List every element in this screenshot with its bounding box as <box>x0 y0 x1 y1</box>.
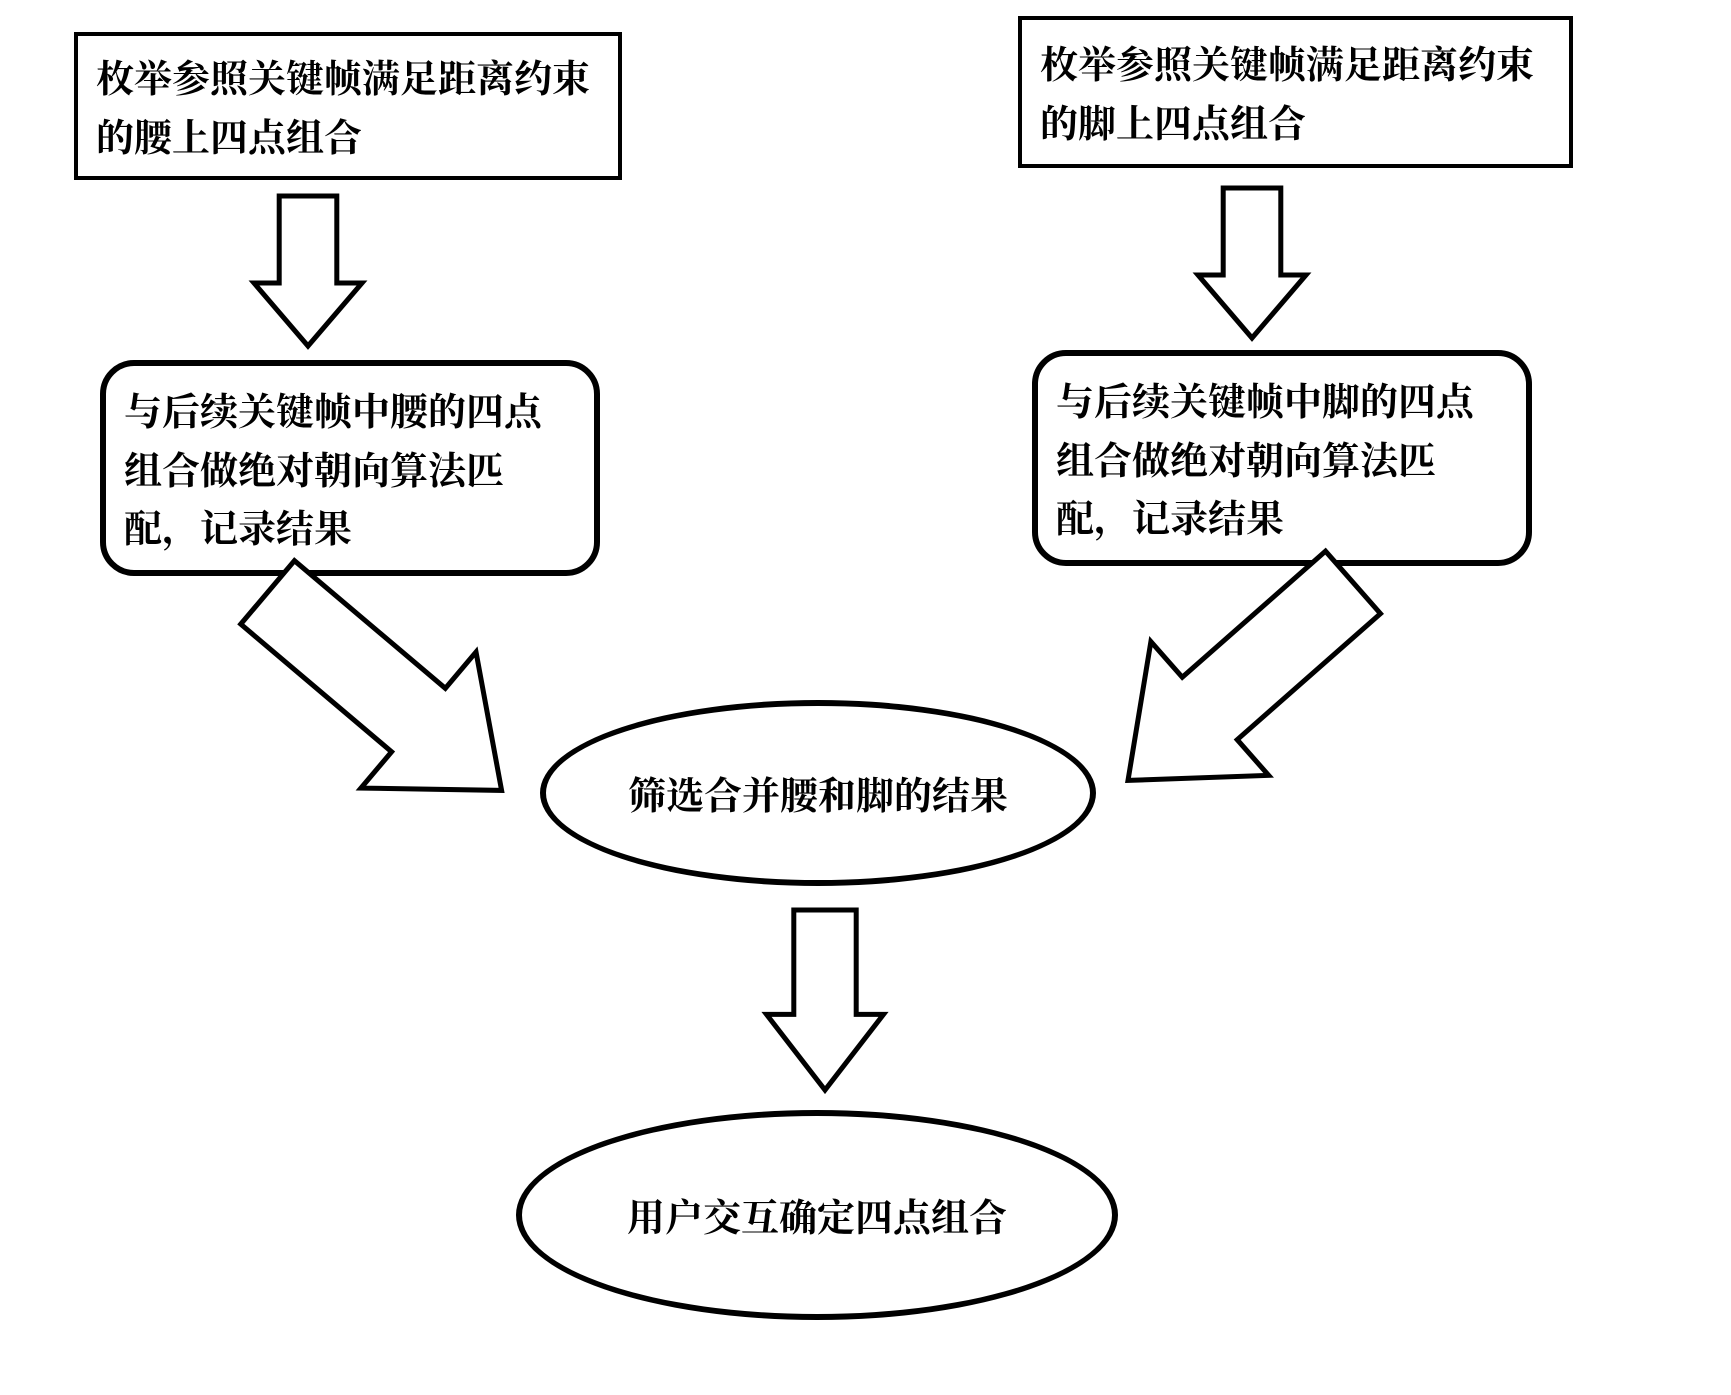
node-match-waist-text: 与后续关键帧中腰的四点组合做绝对朝向算法匹配，记录结果 <box>106 380 594 557</box>
node-enum-foot-text: 枚举参照关键帧满足距离约束的脚上四点组合 <box>1022 33 1569 151</box>
node-merge-results-text: 筛选合并腰和脚的结果 <box>546 764 1090 823</box>
arrow-n4-n5 <box>1118 578 1368 798</box>
node-user-confirm: 用户交互确定四点组合 <box>516 1110 1118 1320</box>
arrow-n2-n4 <box>1192 188 1312 338</box>
node-enum-foot: 枚举参照关键帧满足距离约束的脚上四点组合 <box>1018 16 1573 168</box>
node-match-foot: 与后续关键帧中脚的四点组合做绝对朝向算法匹配，记录结果 <box>1032 350 1532 566</box>
node-match-foot-text: 与后续关键帧中脚的四点组合做绝对朝向算法匹配，记录结果 <box>1038 370 1526 547</box>
arrow-n3-n5 <box>252 588 512 808</box>
node-match-waist: 与后续关键帧中腰的四点组合做绝对朝向算法匹配，记录结果 <box>100 360 600 576</box>
flowchart-stage: 枚举参照关键帧满足距离约束的腰上四点组合 枚举参照关键帧满足距离约束的脚上四点组… <box>0 0 1731 1395</box>
arrow-n1-n3 <box>248 196 368 346</box>
node-enum-waist-text: 枚举参照关键帧满足距离约束的腰上四点组合 <box>78 47 618 165</box>
arrow-n5-n6 <box>760 910 890 1090</box>
node-merge-results: 筛选合并腰和脚的结果 <box>540 700 1096 886</box>
node-enum-waist: 枚举参照关键帧满足距离约束的腰上四点组合 <box>74 32 622 180</box>
node-user-confirm-text: 用户交互确定四点组合 <box>522 1186 1112 1245</box>
